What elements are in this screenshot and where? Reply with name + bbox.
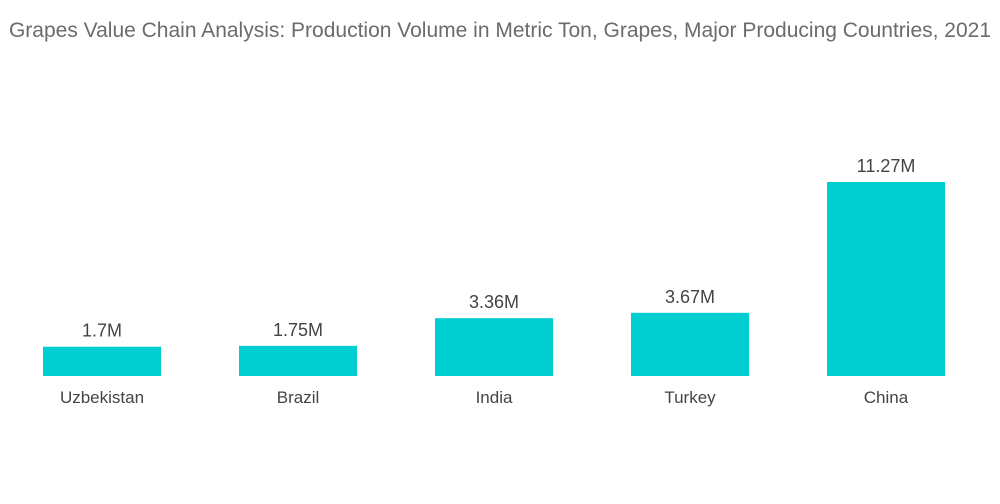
bar-india [435, 318, 553, 376]
bar-brazil [239, 345, 357, 376]
bars-layer [43, 182, 945, 376]
data-label-uzbekistan: 1.7M [82, 321, 122, 341]
category-label-uzbekistan: Uzbekistan [60, 388, 144, 407]
bar-uzbekistan [43, 346, 161, 376]
data-label-turkey: 3.67M [665, 287, 715, 307]
data-label-brazil: 1.75M [273, 320, 323, 340]
bar-china [827, 182, 945, 376]
category-label-brazil: Brazil [277, 388, 320, 407]
data-label-china: 11.27M [857, 156, 916, 176]
category-label-china: China [864, 388, 909, 407]
bar-turkey [631, 312, 749, 376]
chart-title: Grapes Value Chain Analysis: Production … [8, 19, 992, 42]
category-labels-layer: Uzbekistan Brazil India Turkey China [60, 388, 909, 407]
category-label-turkey: Turkey [664, 388, 716, 407]
data-label-india: 3.36M [469, 292, 519, 312]
value-labels-layer: 1.7M 1.75M 3.36M 3.67M 11.27M [82, 156, 915, 341]
category-label-india: India [476, 388, 513, 407]
